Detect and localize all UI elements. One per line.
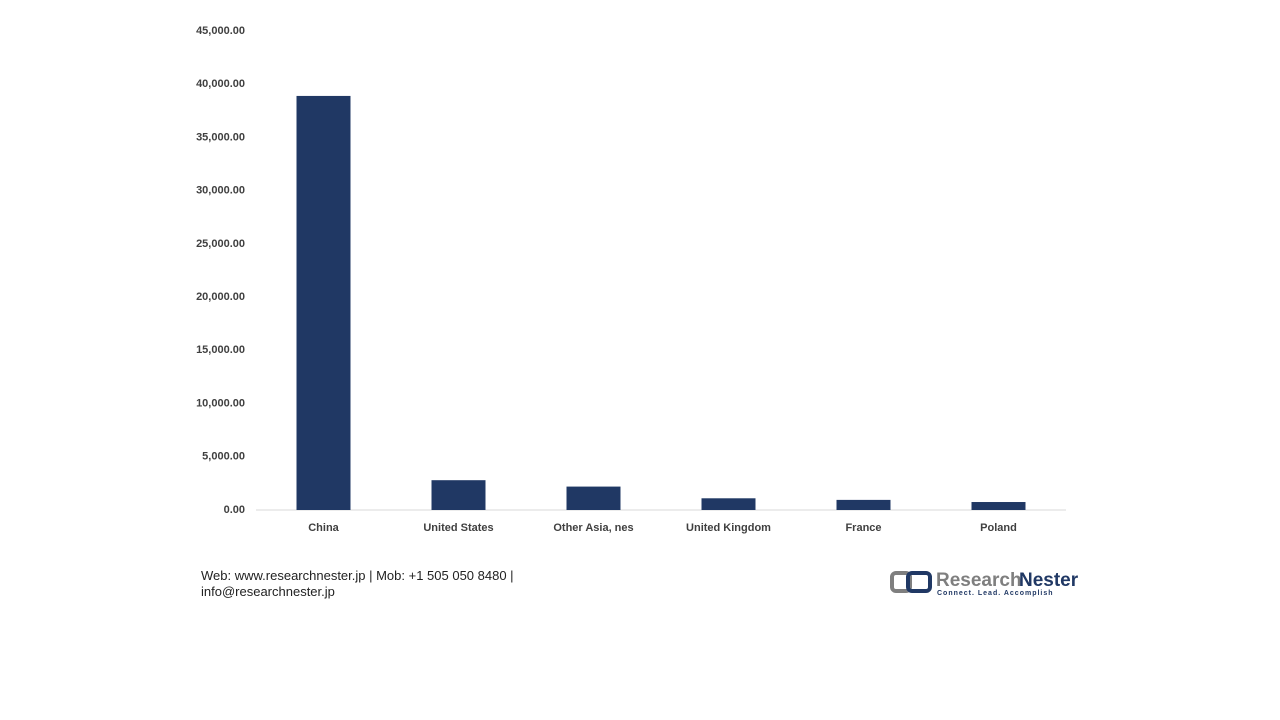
bar xyxy=(296,95,351,510)
y-tick-label: 25,000.00 xyxy=(196,238,245,250)
y-tick-label: 20,000.00 xyxy=(196,291,245,303)
logo: Research Nester Connect. Lead. Accomplis… xyxy=(890,570,1079,597)
y-tick-label: 30,000.00 xyxy=(196,185,245,197)
logo-tagline: Connect. Lead. Accomplish xyxy=(937,590,1054,597)
x-tick-label: China xyxy=(308,522,339,534)
bar xyxy=(431,480,486,510)
x-tick-label: United States xyxy=(423,522,493,534)
bar xyxy=(836,499,891,510)
logo-icon xyxy=(906,571,932,593)
x-tick-label: United Kingdom xyxy=(686,522,771,534)
logo-text: Nester xyxy=(1019,570,1079,591)
y-tick-label: 40,000.00 xyxy=(196,78,245,90)
y-tick-label: 10,000.00 xyxy=(196,397,245,409)
logo-text: Research xyxy=(936,570,1022,591)
bar xyxy=(971,502,1026,510)
x-tick-label: Poland xyxy=(980,522,1017,534)
footer-text: Web: www.researchnester.jp | Mob: +1 505… xyxy=(201,568,514,583)
y-tick-label: 15,000.00 xyxy=(196,344,245,356)
y-tick-label: 5,000.00 xyxy=(202,451,245,463)
x-tick-label: Other Asia, nes xyxy=(553,522,633,534)
footer-text: info@researchnester.jp xyxy=(201,584,335,599)
y-tick-label: 35,000.00 xyxy=(196,131,245,143)
bar xyxy=(566,486,621,510)
x-tick-label: France xyxy=(845,522,881,534)
y-tick-label: 45,000.00 xyxy=(196,25,245,37)
bar xyxy=(701,498,756,510)
y-tick-label: 0.00 xyxy=(224,504,245,516)
